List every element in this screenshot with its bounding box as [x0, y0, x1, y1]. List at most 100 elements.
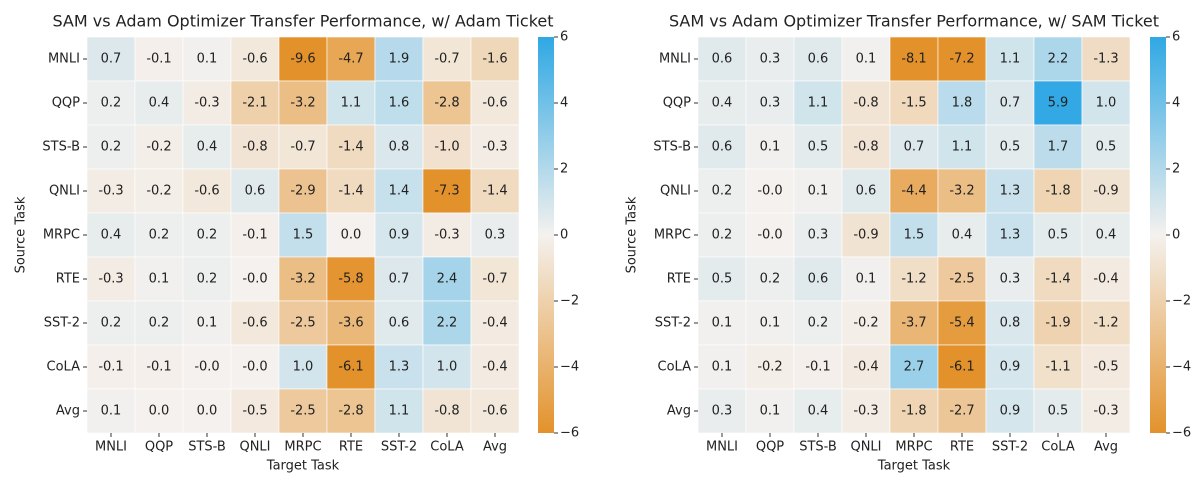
cell-label: 1.3	[389, 360, 410, 375]
x-tick-label: STS-B	[799, 440, 837, 455]
heatmap-cell	[422, 36, 472, 82]
heatmap-cell	[134, 212, 184, 258]
heatmap-cell	[985, 388, 1035, 434]
heatmap-cell	[134, 36, 184, 82]
heatmap-cell	[985, 168, 1035, 214]
y-tick-label: MNLI	[659, 52, 691, 67]
heatmap-cell	[86, 124, 136, 170]
cell-label: 0.6	[389, 316, 410, 331]
heatmap-cell	[470, 344, 520, 390]
cell-label: -3.2	[290, 96, 315, 111]
heatmap-cell	[230, 344, 280, 390]
cell-label: 0.5	[1048, 404, 1069, 419]
heatmap-cell	[697, 168, 747, 214]
heatmap-cell	[182, 256, 232, 302]
heatmap-cell	[182, 80, 232, 126]
cell-label: -3.2	[949, 184, 974, 199]
heatmap-cell	[182, 388, 232, 434]
cell-label: -0.2	[146, 184, 171, 199]
cell-label: 1.5	[904, 228, 925, 243]
colorbar-tick-label: −6	[560, 426, 579, 441]
cell-label: 1.1	[808, 96, 829, 111]
cell-label: 0.5	[712, 272, 733, 287]
heatmap-cell	[697, 212, 747, 258]
cell-label: 0.9	[1000, 360, 1021, 375]
heatmap-cell	[422, 168, 472, 214]
cell-label: -0.6	[242, 316, 267, 331]
cell-label: 0.4	[808, 404, 829, 419]
heatmap-cell	[470, 124, 520, 170]
cell-label: 0.1	[760, 316, 781, 331]
chart-title: SAM vs Adam Optimizer Transfer Performan…	[52, 12, 553, 31]
cell-label: -0.0	[194, 360, 219, 375]
heatmap-cell	[86, 36, 136, 82]
cell-label: -1.5	[901, 96, 926, 111]
colorbar-tick-label: 4	[1172, 96, 1180, 111]
cell-label: -0.6	[194, 184, 219, 199]
heatmap-cell	[889, 168, 939, 214]
heatmap-cell	[793, 36, 843, 82]
heatmap-cell	[1033, 300, 1083, 346]
cell-label: -1.1	[1045, 360, 1070, 375]
heatmap-cell	[745, 80, 795, 126]
cell-label: 0.7	[904, 140, 925, 155]
heatmap-cell	[470, 168, 520, 214]
cell-label: 0.3	[1000, 272, 1021, 287]
cell-label: 0.2	[149, 316, 170, 331]
x-tick-label: MRPC	[895, 440, 932, 455]
cell-label: 0.7	[1000, 96, 1021, 111]
cell-label: 0.2	[712, 228, 733, 243]
heatmap-cell	[374, 344, 424, 390]
cell-label: 1.0	[437, 360, 458, 375]
cell-label: -1.0	[434, 140, 459, 155]
cell-label: 0.1	[760, 140, 781, 155]
cell-label: -0.3	[194, 96, 219, 111]
heatmap-cell	[793, 124, 843, 170]
y-tick-label: QNLI	[660, 184, 691, 199]
cell-label: 0.2	[101, 316, 122, 331]
cell-label: -1.2	[1093, 316, 1118, 331]
cell-label: 0.3	[712, 404, 733, 419]
cell-label: 0.4	[1096, 228, 1117, 243]
cell-label: -0.6	[482, 96, 507, 111]
cell-label: 0.2	[712, 184, 733, 199]
heatmap-cell	[937, 388, 987, 434]
heatmap-cell	[230, 256, 280, 302]
colorbar-tick-label: 6	[1172, 30, 1180, 45]
cell-label: 0.0	[197, 404, 218, 419]
x-tick-label: Avg	[483, 440, 507, 455]
cell-label: 0.5	[1096, 140, 1117, 155]
colorbar-tick-label: 4	[560, 96, 568, 111]
cell-label: 2.2	[437, 316, 458, 331]
cell-label: -0.5	[242, 404, 267, 419]
cell-label: 0.5	[1048, 228, 1069, 243]
colorbar-tick-label: 2	[560, 162, 568, 177]
cell-label: 1.3	[1000, 228, 1021, 243]
heatmap-cell	[1033, 124, 1083, 170]
y-tick-label: Avg	[667, 404, 691, 419]
heatmap-cell	[889, 344, 939, 390]
y-tick-label: QQP	[663, 96, 691, 111]
colorbar-tick-label: −6	[1172, 426, 1191, 441]
y-tick-label: SST-2	[655, 316, 691, 331]
y-tick-label: QNLI	[49, 184, 80, 199]
cell-label: -0.8	[242, 140, 267, 155]
cell-label: 1.4	[389, 184, 410, 199]
heatmap-cell	[374, 300, 424, 346]
heatmap-cell	[889, 212, 939, 258]
heatmap-cell	[278, 300, 328, 346]
cell-label: -2.9	[290, 184, 315, 199]
cell-label: -3.6	[338, 316, 363, 331]
cell-label: 0.7	[389, 272, 410, 287]
colorbar-tick-label: −4	[1172, 360, 1191, 375]
heatmap-cell	[841, 124, 891, 170]
heatmap-cell	[374, 212, 424, 258]
cell-label: -0.1	[805, 360, 830, 375]
cell-label: -0.7	[434, 52, 459, 67]
heatmap-cell	[697, 80, 747, 126]
cell-label: 2.4	[437, 272, 458, 287]
cell-label: 0.4	[952, 228, 973, 243]
cell-label: -9.6	[290, 52, 315, 67]
cell-label: -8.1	[901, 52, 926, 67]
heatmap-cell	[1081, 300, 1131, 346]
